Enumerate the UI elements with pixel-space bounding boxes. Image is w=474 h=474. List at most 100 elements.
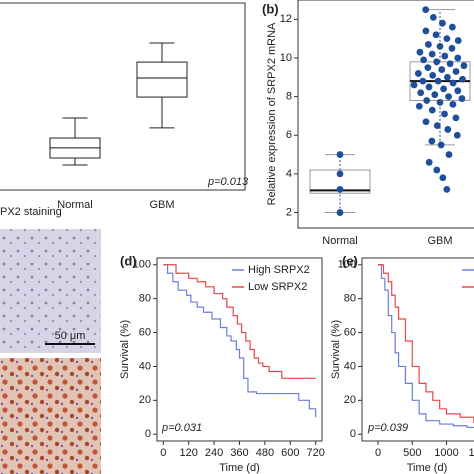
data-point	[433, 122, 441, 129]
data-point	[432, 31, 440, 39]
y-tick-label: 40	[344, 360, 356, 372]
data-point	[454, 54, 462, 62]
data-point	[444, 73, 451, 81]
y-tick-label: 2	[286, 206, 292, 218]
data-point	[448, 44, 456, 52]
data-point	[422, 6, 430, 14]
panel-title: PX2 staining	[0, 206, 62, 218]
data-point	[449, 100, 457, 108]
data-point	[448, 23, 456, 31]
y-tick-label: 60	[139, 326, 151, 338]
y-tick-label: 0	[350, 428, 356, 440]
data-point	[428, 106, 436, 114]
data-point	[436, 42, 444, 50]
y-tick-label: 60	[344, 326, 356, 338]
y-axis-title: Survival (%)	[119, 320, 131, 379]
data-point	[425, 41, 432, 48]
data-point	[445, 151, 453, 158]
data-point	[417, 89, 425, 97]
data-point	[424, 64, 432, 72]
y-axis-title: Survival (%)	[330, 320, 342, 379]
data-point	[414, 70, 422, 77]
panel-label: (d)	[120, 253, 137, 268]
x-tick-label: 0	[160, 447, 166, 459]
y-tick-label: 20	[344, 394, 356, 406]
x-tick-label: 240	[205, 447, 223, 459]
data-point	[423, 97, 431, 104]
x-tick-label: 500	[403, 447, 421, 459]
data-point	[336, 170, 344, 178]
data-point	[428, 50, 436, 58]
data-point	[425, 158, 433, 166]
x-tick-label: GBM	[149, 199, 174, 211]
data-point	[431, 91, 439, 99]
x-tick-label: 120	[180, 447, 198, 459]
x-tick-label: 360	[230, 447, 248, 459]
data-point	[336, 151, 344, 158]
data-point	[428, 137, 436, 145]
y-tick-label: 8	[286, 91, 292, 103]
data-point	[440, 85, 448, 93]
x-tick-label: 720	[306, 447, 324, 459]
data-point	[336, 185, 344, 193]
data-point	[452, 114, 460, 122]
data-point	[410, 81, 418, 89]
data-point	[438, 19, 446, 27]
micrograph	[0, 229, 101, 353]
data-point	[433, 58, 441, 66]
plot-frame	[0, 2, 246, 191]
plot-frame	[361, 257, 474, 442]
data-point	[449, 79, 457, 87]
y-tick-label: 6	[286, 129, 292, 141]
survival-curve	[163, 264, 317, 418]
x-tick-label: Normal	[57, 199, 92, 211]
y-tick-label: 12	[280, 13, 292, 25]
legend-label: High SRPX2	[248, 264, 310, 276]
data-point	[454, 37, 462, 44]
data-point	[459, 75, 466, 83]
data-point	[437, 141, 445, 149]
y-tick-label: 4	[286, 168, 292, 180]
plot-frame	[297, 0, 474, 229]
p-value: p=0.031	[161, 422, 202, 434]
data-point	[439, 174, 447, 182]
data-point	[433, 166, 441, 174]
x-tick-label: 1500	[469, 447, 474, 459]
panel-label: (e)	[342, 253, 358, 268]
data-point	[434, 77, 442, 85]
image-panel: PX2 staining 50 μm	[0, 206, 101, 474]
box	[136, 61, 188, 98]
x-tick-label: 0	[375, 447, 381, 459]
data-point	[425, 83, 433, 91]
y-tick-label: 80	[139, 293, 151, 305]
legend-label: Low SRPX2	[248, 281, 307, 293]
data-point	[422, 27, 430, 35]
data-point	[438, 66, 446, 73]
data-point	[336, 209, 344, 216]
micrograph	[0, 358, 101, 474]
data-point	[444, 126, 452, 133]
x-tick-label: 600	[281, 447, 299, 459]
data-point	[453, 131, 461, 139]
y-tick-label: 10	[280, 52, 292, 64]
x-tick-label: 480	[256, 447, 274, 459]
survival-curve	[378, 264, 474, 429]
y-tick-label: 80	[344, 293, 356, 305]
data-point	[458, 95, 466, 102]
box	[309, 169, 371, 194]
p-value: p=0.039	[367, 422, 408, 434]
survival-curve	[163, 264, 316, 379]
data-point	[420, 56, 428, 64]
x-axis-title: Time (d)	[219, 462, 260, 474]
data-point	[446, 60, 454, 68]
y-axis-title: Relative expression of SRPX2 mRNA	[266, 22, 278, 205]
data-point	[416, 48, 424, 56]
data-point	[441, 110, 448, 118]
y-tick-label: 100	[133, 259, 151, 271]
data-point	[436, 99, 444, 106]
y-tick-label: 100	[338, 259, 356, 271]
x-tick-label: 1000	[434, 447, 458, 459]
data-point	[422, 118, 430, 126]
x-tick-label: GBM	[427, 235, 452, 247]
data-point	[429, 71, 437, 79]
